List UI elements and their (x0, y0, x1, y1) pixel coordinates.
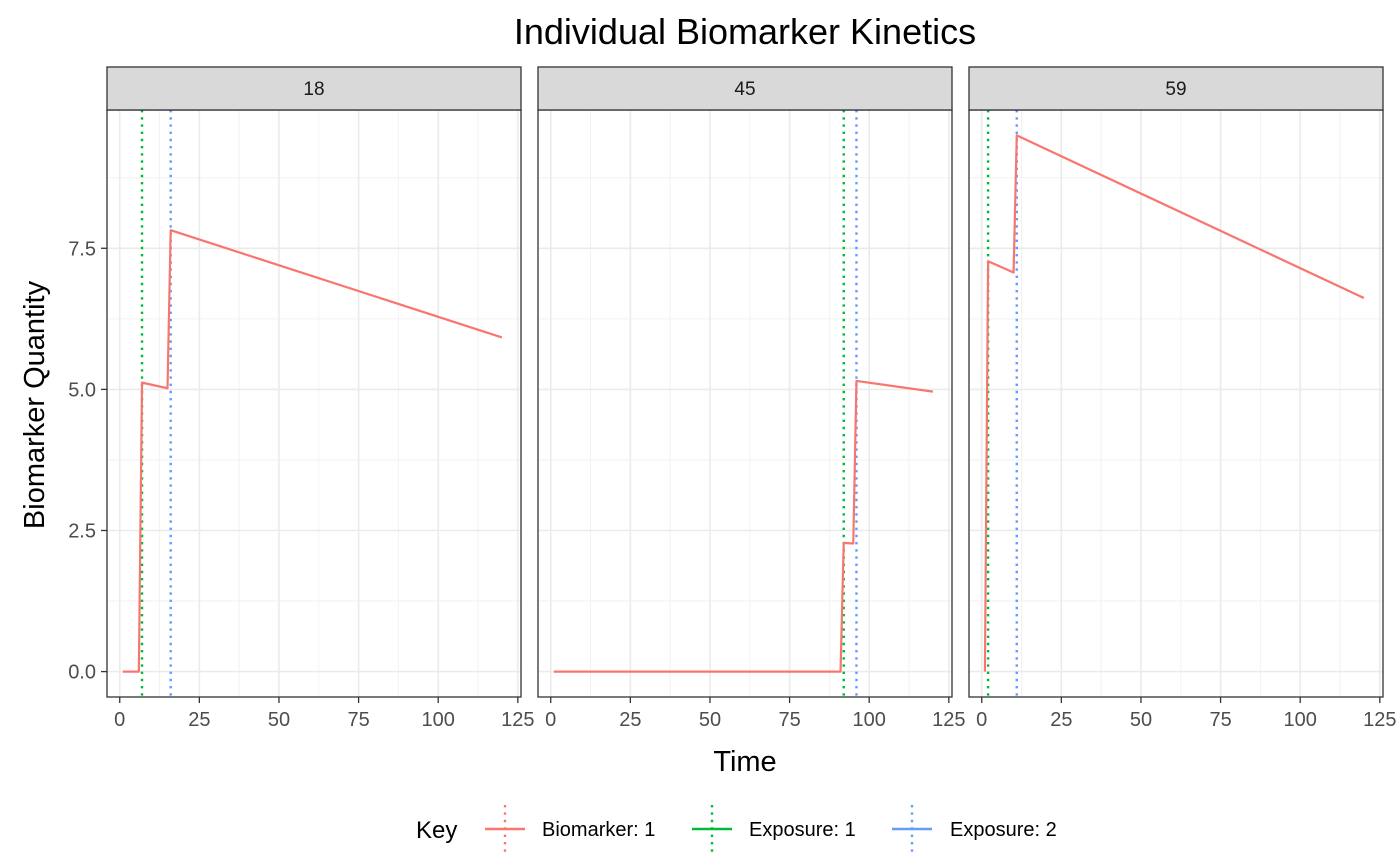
facet-strip-label: 18 (303, 79, 324, 100)
facet-strip (106, 66, 522, 111)
facet-strip (537, 66, 953, 111)
x-tick-label: 0 (545, 709, 556, 731)
facet-strip-label: 45 (734, 79, 755, 100)
x-tick-label: 25 (619, 709, 641, 731)
biomarker-series-line (983, 134, 1365, 672)
x-tick-label: 50 (268, 709, 290, 731)
x-axis-title: Time (713, 746, 776, 778)
y-axis: 0.0 2.5 5.0 7.5 (68, 238, 107, 684)
legend: Key Biomarker: 1 Exposure: 1 Exposure: 2 (416, 805, 1057, 853)
x-tick-label: 100 (1284, 709, 1317, 731)
facet-strip-label: 59 (1165, 79, 1186, 100)
x-tick-label: 25 (1050, 709, 1072, 731)
legend-entry: Exposure: 1 (692, 805, 856, 853)
panel-45: 45 0 25 50 75 100 125 (537, 66, 966, 731)
x-tick-label: 75 (778, 709, 800, 731)
panel-background (969, 110, 1383, 697)
panel-background (107, 110, 521, 697)
x-tick-label: 75 (1209, 709, 1231, 731)
legend-title: Key (416, 817, 457, 844)
x-tick-label: 100 (422, 709, 455, 731)
x-tick-label: 50 (1130, 709, 1152, 731)
y-tick-label: 2.5 (68, 520, 96, 542)
legend-entry: Biomarker: 1 (485, 805, 655, 853)
legend-label: Exposure: 1 (749, 819, 856, 841)
x-tick-label: 125 (501, 709, 534, 731)
y-tick-label: 0.0 (68, 662, 96, 684)
panel-background (538, 110, 952, 697)
panel-59: 59 0 25 50 75 100 125 (968, 66, 1397, 731)
x-tick-label: 100 (853, 709, 886, 731)
x-tick-label: 0 (114, 709, 125, 731)
legend-entry: Exposure: 2 (892, 805, 1057, 853)
legend-label: Exposure: 2 (950, 819, 1057, 841)
y-tick-label: 7.5 (68, 238, 96, 260)
biomarker-series-line (122, 229, 503, 673)
y-axis-title: Biomarker Quantity (19, 280, 51, 529)
x-tick-label: 75 (347, 709, 369, 731)
y-tick-label: 5.0 (68, 379, 96, 401)
biomarker-series-line (553, 379, 934, 673)
x-tick-label: 125 (1363, 709, 1396, 731)
x-tick-label: 0 (976, 709, 987, 731)
panel-18: 18 0 25 50 75 100 125 (106, 66, 535, 731)
chart-title: Individual Biomarker Kinetics (514, 11, 976, 52)
legend-label: Biomarker: 1 (542, 819, 655, 841)
x-tick-label: 125 (932, 709, 965, 731)
x-tick-label: 25 (188, 709, 210, 731)
x-tick-label: 50 (699, 709, 721, 731)
facet-strip (968, 66, 1384, 111)
